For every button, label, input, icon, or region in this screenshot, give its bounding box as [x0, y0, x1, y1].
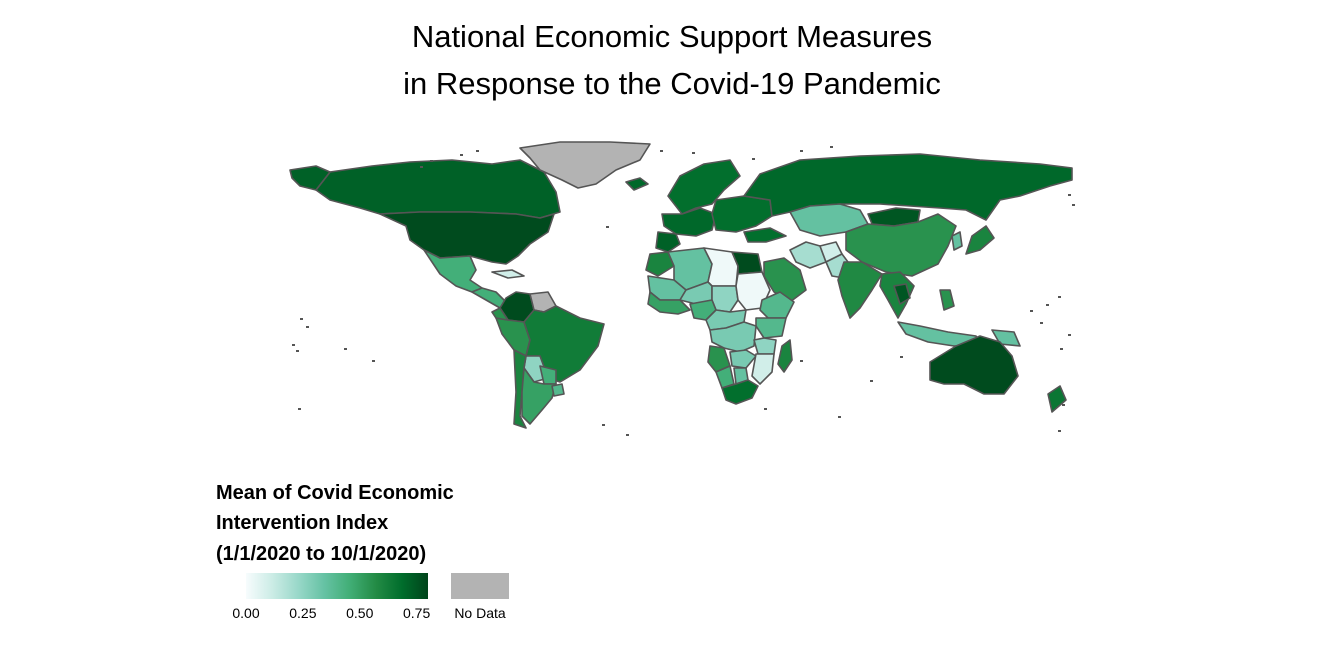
island-mark — [296, 350, 299, 352]
island-mark — [870, 380, 873, 382]
island-mark — [1046, 304, 1049, 306]
island-mark — [1058, 296, 1061, 298]
legend-color-bar — [246, 573, 428, 599]
region-australia — [929, 335, 1019, 395]
region-ecuador — [491, 307, 509, 321]
island-mark — [430, 160, 433, 162]
legend-no-data-label: No Data — [454, 605, 506, 621]
region-mozambique — [751, 353, 775, 385]
region-chile — [513, 349, 527, 429]
island-mark — [626, 434, 629, 436]
island-mark — [1060, 348, 1063, 350]
island-mark — [764, 408, 767, 410]
island-mark — [372, 360, 375, 362]
region-greenland — [519, 141, 651, 189]
island-mark — [606, 226, 609, 228]
region-new-zealand — [1047, 385, 1067, 413]
region-morocco — [645, 251, 675, 277]
region-tanzania — [753, 337, 777, 355]
island-mark — [344, 348, 347, 350]
island-mark — [692, 152, 695, 154]
region-united-states — [379, 211, 555, 265]
island-mark — [602, 424, 605, 426]
island-mark — [1030, 310, 1033, 312]
region-madagascar — [777, 339, 793, 373]
region-thailand — [893, 283, 911, 305]
region-iceland — [625, 177, 649, 191]
island-mark — [1072, 204, 1075, 206]
legend-title-line-2: Intervention Index — [216, 512, 389, 534]
island-mark — [292, 344, 295, 346]
map-title-line-1: National Economic Support Measures — [411, 19, 933, 54]
legend-tick-label: 0.75 — [403, 605, 431, 621]
island-mark — [660, 150, 663, 152]
island-mark — [752, 158, 755, 160]
legend-tick-label: 0.00 — [232, 605, 260, 621]
region-uruguay — [551, 383, 565, 397]
region-south-africa — [721, 379, 759, 405]
island-mark — [460, 154, 463, 156]
region-canada — [315, 159, 561, 219]
region-alaska — [289, 165, 331, 191]
region-brazil — [523, 305, 605, 383]
region-east-africa — [755, 317, 787, 339]
region-india — [837, 261, 883, 319]
legend-title-line-3: (1/1/2020 to 10/1/2020) — [216, 543, 427, 565]
region-west-africa — [647, 291, 691, 315]
legend-title-line-1: Mean of Covid Economic — [216, 482, 454, 504]
island-mark — [476, 150, 479, 152]
region-turkey — [743, 227, 787, 243]
region-paraguay — [539, 365, 557, 385]
island-mark — [306, 326, 309, 328]
region-argentina — [521, 367, 557, 425]
region-iberia — [655, 231, 681, 253]
island-mark — [838, 416, 841, 418]
island-mark — [1062, 404, 1065, 406]
region-dr-congo — [709, 321, 757, 353]
island-mark — [1068, 194, 1071, 196]
island-mark — [1058, 430, 1061, 432]
island-mark — [1040, 322, 1043, 324]
island-mark — [830, 146, 833, 148]
island-mark — [1068, 334, 1071, 336]
island-mark — [300, 318, 303, 320]
island-mark — [800, 150, 803, 152]
legend-tick-label: 0.25 — [289, 605, 317, 621]
region-philippines — [939, 289, 955, 311]
island-mark — [420, 166, 423, 168]
region-western-europe — [661, 207, 717, 237]
region-korea — [951, 231, 963, 251]
region-eastern-europe — [711, 195, 773, 233]
legend-tick-label: 0.50 — [346, 605, 374, 621]
island-mark — [298, 408, 301, 410]
region-japan — [965, 225, 995, 255]
legend-no-data-swatch — [451, 573, 509, 599]
map-title-line-2: in Response to the Covid-19 Pandemic — [403, 66, 941, 101]
region-cuba — [491, 269, 525, 279]
island-mark — [800, 360, 803, 362]
island-mark — [900, 356, 903, 358]
region-zambia — [729, 349, 757, 369]
